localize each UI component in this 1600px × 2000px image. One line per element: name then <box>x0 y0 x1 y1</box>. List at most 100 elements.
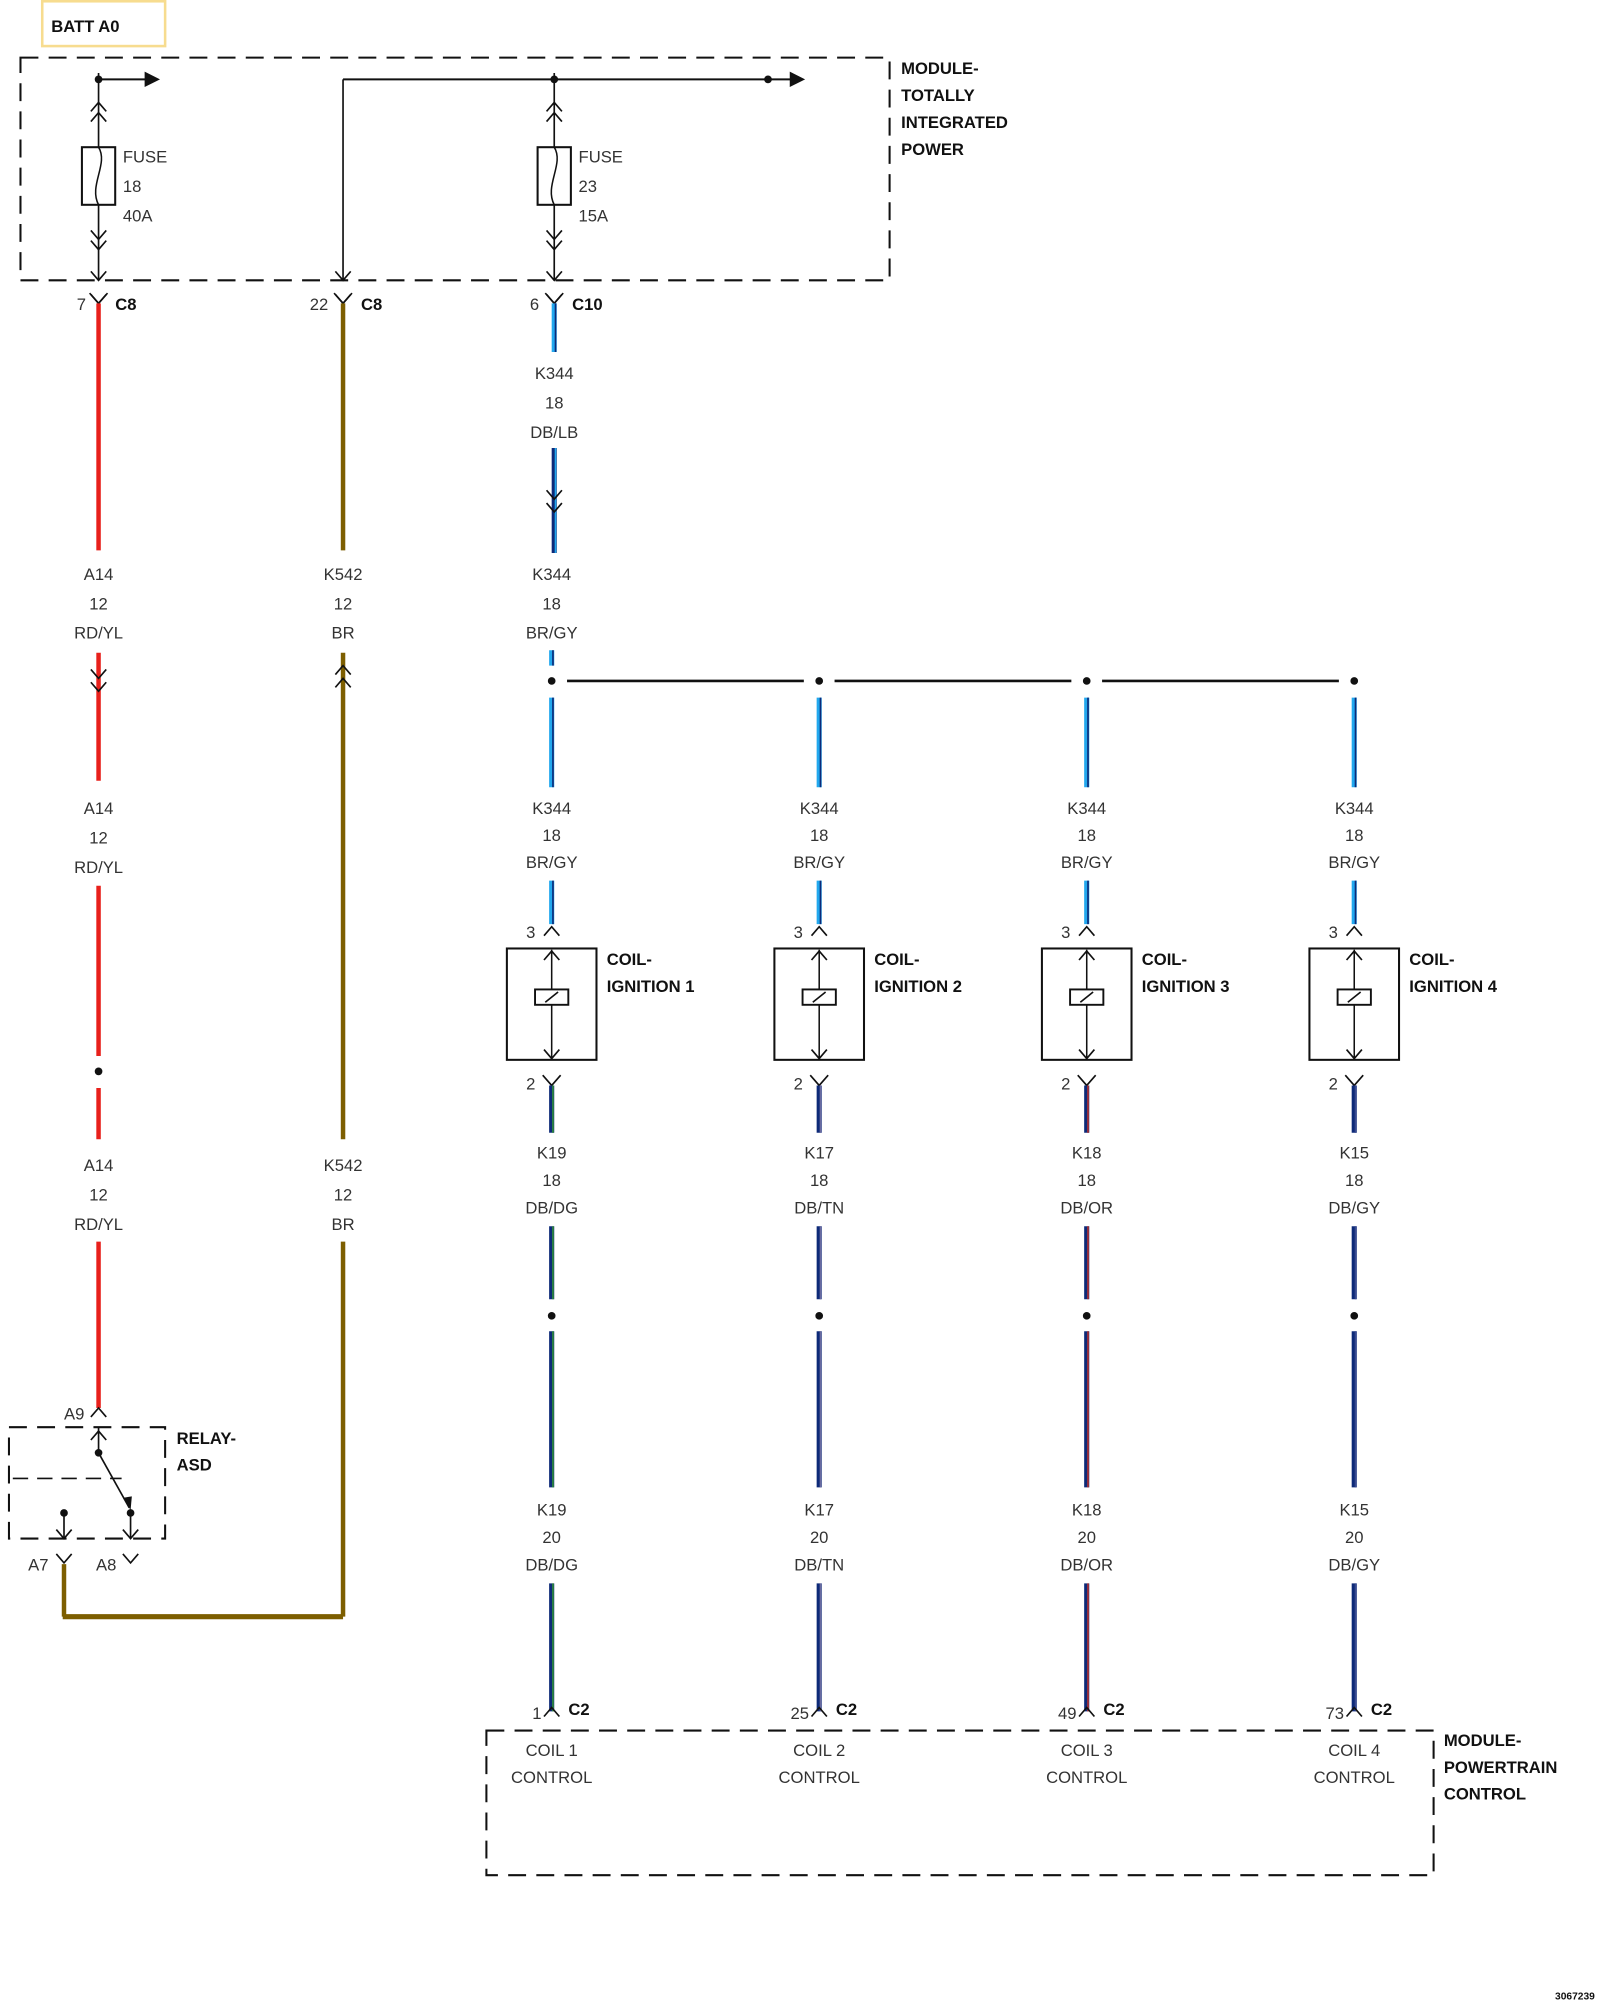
coil-slash <box>1347 991 1362 1003</box>
wire-label: K15 <box>1339 1143 1369 1162</box>
wire-label: RD/YL <box>74 624 123 643</box>
connector-icon <box>545 293 563 305</box>
wire-label: DB/TN <box>794 1198 844 1217</box>
coil-name: IGNITION 2 <box>874 977 962 996</box>
wire-label: 18 <box>542 594 561 613</box>
pcm-function-label: CONTROL <box>1314 1768 1395 1787</box>
arrow-down-icon <box>1078 1049 1096 1060</box>
chevron-up-icon <box>334 664 352 676</box>
wire-label: DB/GY <box>1328 1198 1380 1217</box>
connector-icon <box>810 1706 828 1718</box>
pcm-function-label: COIL 2 <box>793 1741 845 1760</box>
wire-label: 20 <box>542 1528 561 1547</box>
connector-icon <box>542 1074 562 1087</box>
chevron-up-icon <box>545 101 563 112</box>
splice-dot <box>1350 677 1359 685</box>
fuse-label: FUSE <box>123 148 167 167</box>
fuse-rating: 15A <box>579 206 609 225</box>
arrow-down-icon <box>545 270 563 282</box>
wire-label: BR <box>331 624 354 643</box>
wire-label: 20 <box>1345 1528 1364 1547</box>
arrow-up-icon <box>810 949 828 961</box>
chevron-down-icon <box>545 489 563 501</box>
wire-label: K344 <box>535 364 574 383</box>
arrow-down-icon <box>122 1529 139 1540</box>
wire-label: K17 <box>804 1501 834 1520</box>
coil-pin: 2 <box>794 1074 803 1093</box>
splice-dot <box>815 677 824 685</box>
wire-label: DB/DG <box>525 1556 578 1575</box>
wire-label: K344 <box>800 799 839 818</box>
connector-icon <box>122 1553 139 1565</box>
wire-label: BR/GY <box>1061 853 1113 872</box>
wire-label: DB/LB <box>530 423 578 442</box>
arrow-down-icon <box>334 270 352 282</box>
connector-name: C8 <box>361 295 382 314</box>
relay-asd-box <box>7 1426 167 1540</box>
wire-label: DB/OR <box>1060 1556 1113 1575</box>
wire-label: DB/OR <box>1060 1198 1113 1217</box>
coil-pin: 2 <box>1329 1074 1338 1093</box>
chevron-up-icon <box>90 101 107 112</box>
wire-label: K18 <box>1072 1501 1102 1520</box>
tipm-label: POWER <box>901 140 964 159</box>
coil-name: IGNITION 3 <box>1142 977 1230 996</box>
chevron-down-icon <box>90 681 107 693</box>
splice-dot <box>547 677 556 685</box>
pcm-pin: 49 <box>1058 1704 1077 1723</box>
connector-icon <box>1345 1706 1363 1718</box>
pcm-module-box <box>485 1729 1435 1877</box>
connector-name: C10 <box>572 295 603 314</box>
arrow-right-icon <box>144 71 160 88</box>
chevron-down-icon <box>545 502 563 514</box>
coil-pin: 3 <box>1329 923 1338 942</box>
pcm-function-label: CONTROL <box>779 1768 860 1787</box>
wire-label: 20 <box>1077 1528 1096 1547</box>
connector-icon <box>1345 925 1363 937</box>
connector-icon <box>55 1553 73 1565</box>
coil-name: COIL- <box>1409 950 1454 969</box>
coil-slash <box>1079 991 1094 1003</box>
pcm-function-label: CONTROL <box>511 1768 592 1787</box>
chevron-up-icon <box>90 111 107 123</box>
arrow-up-icon <box>90 1429 107 1441</box>
battery-label: BATT A0 <box>51 17 119 36</box>
tipm-label: MODULE- <box>901 59 979 78</box>
wire-label: K344 <box>1067 799 1106 818</box>
wire-label: A14 <box>84 1156 114 1175</box>
fuse-number: 23 <box>579 177 598 196</box>
figure-id: 3067239 <box>1555 1991 1595 2000</box>
wire-label: RD/YL <box>74 1215 123 1234</box>
wire-label: 12 <box>89 829 108 848</box>
wire-label: 18 <box>542 826 561 845</box>
tipm-label: TOTALLY <box>901 86 975 105</box>
coil-name: IGNITION 1 <box>607 977 695 996</box>
wire-label: 12 <box>334 594 353 613</box>
connector-icon <box>1078 1706 1096 1718</box>
wire-label: 12 <box>334 1186 353 1205</box>
coil-pin: 2 <box>526 1074 535 1093</box>
chevron-up-icon <box>545 111 563 123</box>
chevron-down-icon <box>90 240 107 251</box>
connector-pin: 7 <box>77 295 86 314</box>
fuse-element <box>550 146 558 206</box>
pcm-connector: C2 <box>1371 1700 1392 1719</box>
arrow-down-icon <box>90 270 107 282</box>
wire-label: K542 <box>324 1156 363 1175</box>
pcm-pin: 1 <box>532 1704 541 1723</box>
fuse-label: FUSE <box>579 148 623 167</box>
splice-dot <box>547 1312 556 1320</box>
connector-icon <box>1344 1074 1364 1087</box>
tipm-module-box <box>19 56 891 282</box>
connector-icon <box>334 293 352 305</box>
connector-icon <box>544 292 564 305</box>
arrow-icon <box>124 1496 132 1511</box>
pcm-function-label: COIL 4 <box>1328 1741 1380 1760</box>
battery-box <box>40 0 167 48</box>
splice-dot <box>815 1312 824 1320</box>
coil-name: COIL- <box>1142 950 1187 969</box>
wire-label: 18 <box>545 393 564 412</box>
connector-icon <box>1078 925 1096 937</box>
fuse-rating: 40A <box>123 206 153 225</box>
